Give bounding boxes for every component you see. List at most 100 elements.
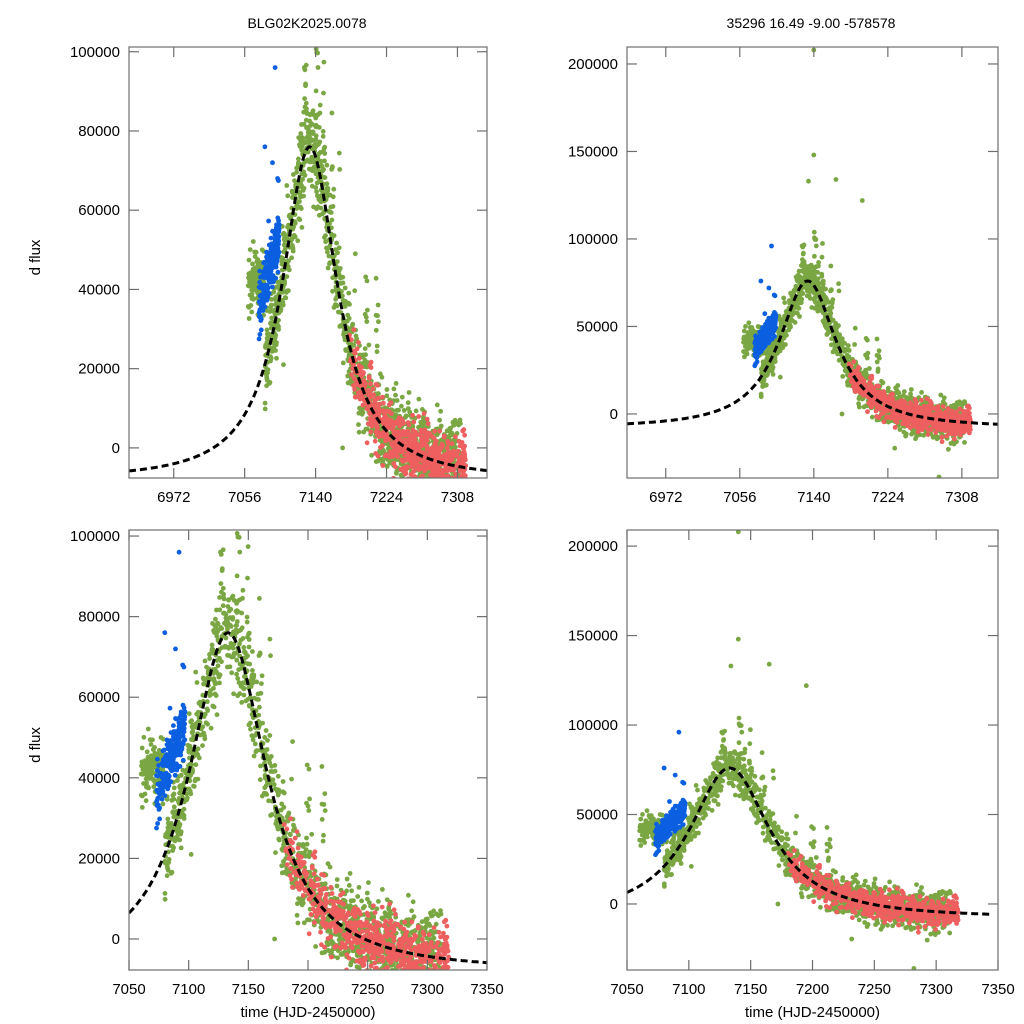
data-point-red [366,374,372,380]
data-point-red [417,442,423,448]
data-point-blue [753,353,759,359]
data-point-green [317,139,323,145]
data-point-green [326,253,332,259]
data-point-green [342,330,348,335]
data-point-red [939,434,945,440]
data-point-green [440,483,445,488]
data-point-green [363,274,369,280]
data-point-blue [275,251,281,257]
data-point-red [920,405,926,411]
data-point-green [285,193,291,199]
data-point-green [813,294,818,300]
data-point-red [403,458,408,463]
data-point-green [938,392,944,398]
data-point-green [445,512,450,517]
data-point-green [268,355,274,361]
data-point-green [742,344,748,349]
data-point-green [306,178,312,183]
data-point-green [396,481,401,486]
data-point-green [337,167,343,172]
data-point-green [324,181,330,187]
y-tick-label: 40000 [78,281,120,298]
data-point-green [262,400,268,406]
data-point-green [331,305,337,310]
data-point-red [852,389,858,394]
data-point-red [426,480,431,485]
y-tick-label: 150000 [568,143,618,160]
data-point-green [431,502,436,507]
x-tick-label: 7056 [723,489,756,506]
data-point-red [380,443,385,449]
data-point-green [318,158,324,164]
data-point-green [432,479,437,484]
data-point-red [954,425,959,430]
data-point-green [284,183,290,188]
data-point-green [913,436,918,442]
data-point-green [342,285,348,291]
data-point-red [372,438,378,444]
data-point-red [373,396,379,402]
data-point-red [380,394,385,400]
data-point-red [869,399,875,405]
data-point-blue [270,263,276,269]
data-point-red [944,417,950,423]
data-point-green [763,361,769,367]
data-point-red [412,457,418,463]
data-point-red [382,408,387,414]
data-point-red [357,383,363,389]
data-point-red [902,400,908,406]
data-point-red [461,481,466,486]
data-point-red [461,469,466,474]
x-tick-label: 7224 [370,489,403,506]
data-point-green [375,313,380,319]
data-point-red [394,429,399,435]
data-point-green [425,491,430,496]
data-point-green [447,507,452,512]
data-point-green [443,483,448,488]
data-point-green [329,217,335,223]
data-point-green [375,302,381,308]
data-point-green [328,204,334,210]
data-point-blue [771,318,777,324]
data-point-blue [265,265,271,271]
data-point-red [404,465,410,471]
data-point-green [455,484,460,489]
data-point-green [301,65,307,70]
data-point-green [308,166,313,172]
data-point-red [457,479,462,484]
data-point-blue [272,247,278,253]
data-point-green [280,231,286,237]
data-point-green [453,444,458,450]
data-point-blue [270,260,275,265]
data-point-green [290,245,296,251]
data-point-red [405,476,411,478]
data-point-red [354,379,359,385]
data-point-red [400,448,405,454]
data-point-green [297,217,303,223]
data-point-red [914,406,920,412]
data-point-green [880,380,886,386]
data-point-blue [262,272,268,278]
data-point-red [356,340,361,345]
data-point-green [346,290,352,296]
data-point-red [382,412,387,418]
data-point-green [438,483,443,488]
data-point-green [352,251,358,257]
y-tick-label: 20000 [78,361,120,378]
data-point-red [360,402,366,408]
data-point-green [445,478,450,483]
data-point-red [446,479,451,484]
data-point-red [421,411,427,416]
data-point-green [443,478,448,483]
data-point-green [340,274,346,280]
data-point-green [294,203,299,209]
data-point-green [374,343,380,349]
data-point-red [414,479,419,484]
data-point-green [305,149,311,155]
data-point-green [364,319,370,324]
data-point-red [462,473,468,478]
data-point-green [352,390,358,396]
data-point-red [948,411,954,417]
data-point-green [321,90,326,96]
data-point-green [323,233,328,239]
